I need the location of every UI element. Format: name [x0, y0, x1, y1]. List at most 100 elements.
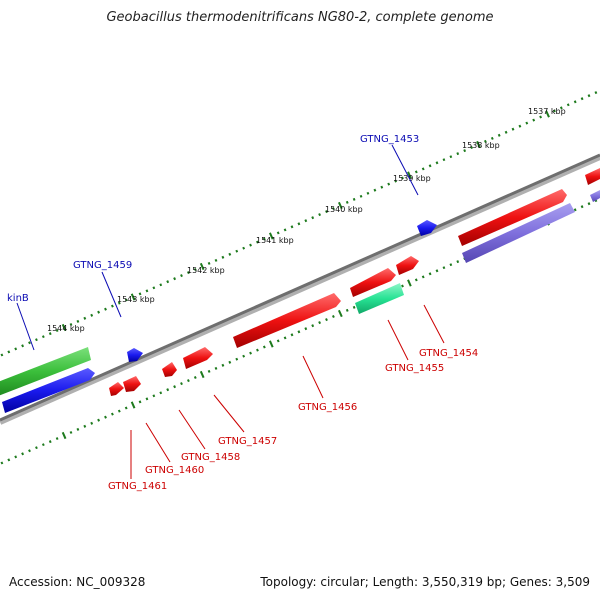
outer-ruler-minor-tick [497, 133, 501, 137]
outer-ruler-minor-tick [483, 139, 487, 143]
inner-ruler-minor-tick [276, 339, 280, 343]
outer-ruler-minor-tick [449, 155, 453, 159]
feature-blue-cds-gtng-1453[interactable] [417, 220, 437, 236]
outer-ruler-minor-tick [394, 179, 398, 183]
gene-labels: GTNG_1453 GTNG_1459 kinB GTNG_1454 GTNG_… [7, 134, 478, 492]
outer-strand-features [0, 168, 600, 413]
inner-ruler-minor-tick [421, 275, 425, 279]
outer-ruler-minor-tick [159, 283, 163, 287]
ruler-labels: 1537 kbp 1538 kbp 1539 kbp 1540 kbp 1541… [47, 107, 566, 333]
inner-strand-features [109, 268, 404, 396]
gene-label-gtng-1454[interactable]: GTNG_1454 [419, 348, 478, 359]
sequence-backbone [0, 153, 600, 425]
feature-blue-cds-gtng-1459[interactable] [127, 348, 143, 362]
gene-label-kinB[interactable]: kinB [7, 293, 29, 304]
ruler-label-1544: 1544 kbp [47, 324, 85, 333]
inner-ruler-minor-tick [21, 452, 25, 456]
gene-label-gtng-1457[interactable]: GTNG_1457 [218, 436, 277, 447]
feature-red-cds-gtng-1461[interactable] [109, 382, 124, 396]
inner-ruler-minor-tick [28, 449, 31, 453]
outer-ruler-minor-tick [511, 127, 515, 131]
outer-ruler-major-tick [407, 171, 412, 179]
inner-ruler-minor-tick [214, 366, 218, 370]
outer-ruler-minor-tick [138, 292, 142, 296]
inner-ruler-minor-tick [124, 406, 128, 410]
inner-ruler-minor-tick [580, 205, 584, 209]
outer-ruler-minor-tick [173, 277, 177, 281]
outer-ruler-minor-tick [331, 206, 335, 211]
gene-label-gtng-1458[interactable]: GTNG_1458 [181, 452, 240, 463]
outer-ruler-minor-tick [249, 243, 252, 247]
outer-ruler-minor-tick [14, 347, 18, 351]
inner-ruler-minor-tick [290, 333, 294, 337]
gene-label-gtng-1456[interactable]: GTNG_1456 [298, 402, 357, 413]
feature-blue-cds-kinB[interactable] [2, 368, 95, 413]
inner-ruler-minor-tick [186, 379, 190, 383]
outer-ruler-minor-tick [435, 161, 439, 165]
feature-lavender-cds-right-2[interactable] [590, 190, 600, 202]
outer-ruler-minor-tick [90, 313, 94, 317]
outer-ruler-minor-tick [221, 255, 225, 259]
ruler-label-1540: 1540 kbp [325, 205, 363, 214]
outer-ruler-minor-tick [345, 200, 349, 204]
outer-ruler-minor-tick [580, 97, 584, 101]
feature-red-cds-gtng-1457[interactable] [183, 347, 213, 369]
gene-label-gtng-1453[interactable]: GTNG_1453 [360, 134, 419, 145]
outer-ruler-minor-tick [21, 344, 25, 348]
feature-red-cds-gtng-1454[interactable] [396, 256, 419, 275]
outer-ruler-major-tick [61, 323, 67, 332]
outer-ruler-minor-tick [380, 185, 384, 189]
feature-red-cds-gtng-1455-upper[interactable] [350, 268, 396, 297]
gene-label-gtng-1461[interactable]: GTNG_1461 [108, 481, 167, 492]
gene-label-gtng-1455[interactable]: GTNG_1455 [385, 363, 444, 374]
outer-ruler-minor-tick [83, 316, 87, 320]
feature-rna-gtng-1455[interactable] [355, 283, 404, 314]
gene-label-gtng-1460[interactable]: GTNG_1460 [145, 465, 204, 476]
gene-label-gtng-1459[interactable]: GTNG_1459 [73, 260, 132, 271]
outer-ruler-major-tick [130, 293, 136, 301]
inner-ruler-minor-tick [256, 348, 259, 352]
outer-ruler-minor-tick [276, 231, 280, 235]
genome-summary-text: Topology: circular; Length: 3,550,319 bp… [260, 575, 590, 589]
inner-ruler-minor-tick [97, 418, 101, 422]
outer-ruler-minor-tick [124, 298, 128, 302]
feature-green-cds[interactable] [0, 347, 91, 396]
outer-ruler-minor-tick [553, 109, 556, 113]
ruler-label-1543: 1543 kbp [117, 295, 155, 304]
inner-ruler-minor-tick [311, 324, 315, 328]
outer-ruler-minor-tick [76, 319, 80, 323]
outer-ruler-minor-tick [256, 240, 259, 244]
feature-red-cds-gtng-1458[interactable] [162, 362, 177, 377]
outer-ruler-minor-tick [48, 332, 52, 336]
accession-text: Accession: NC_009328 [9, 575, 146, 589]
inner-ruler-minor-tick [104, 415, 107, 419]
inner-ruler-minor-tick [90, 421, 94, 425]
inner-ruler-major-tick [61, 431, 67, 440]
inner-ruler-minor-tick [401, 284, 404, 288]
ruler-label-1537: 1537 kbp [528, 107, 566, 116]
label-connectors [16, 144, 445, 479]
outer-ruler-minor-tick [573, 100, 577, 104]
inner-ruler-minor-tick [352, 305, 356, 309]
outer-ruler-minor-tick [97, 310, 101, 314]
feature-red-cds-right-1[interactable] [458, 189, 567, 246]
feature-red-cds-gtng-1456[interactable] [233, 293, 341, 348]
inner-ruler-minor-tick [110, 412, 114, 416]
inner-ruler-minor-tick [242, 354, 246, 358]
feature-red-cds-right-2[interactable] [585, 168, 600, 185]
inner-ruler-minor-tick [345, 308, 349, 312]
inner-ruler-major-tick [407, 279, 412, 287]
outer-ruler-minor-tick [463, 149, 467, 153]
outer-ruler-minor-tick [180, 274, 183, 278]
inner-ruler-minor-tick [221, 363, 225, 367]
feature-lavender-cds-right-1[interactable] [462, 203, 575, 263]
inner-ruler-minor-tick [449, 263, 453, 267]
inner-ruler-minor-tick [262, 345, 266, 349]
inner-ruler-minor-tick [456, 260, 460, 264]
inner-ruler-major-tick [337, 309, 343, 318]
outer-ruler-minor-tick [0, 353, 4, 357]
feature-red-cds-gtng-1460[interactable] [123, 376, 141, 392]
outer-ruler-minor-tick [442, 158, 446, 162]
outer-ruler-minor-tick [456, 152, 460, 156]
